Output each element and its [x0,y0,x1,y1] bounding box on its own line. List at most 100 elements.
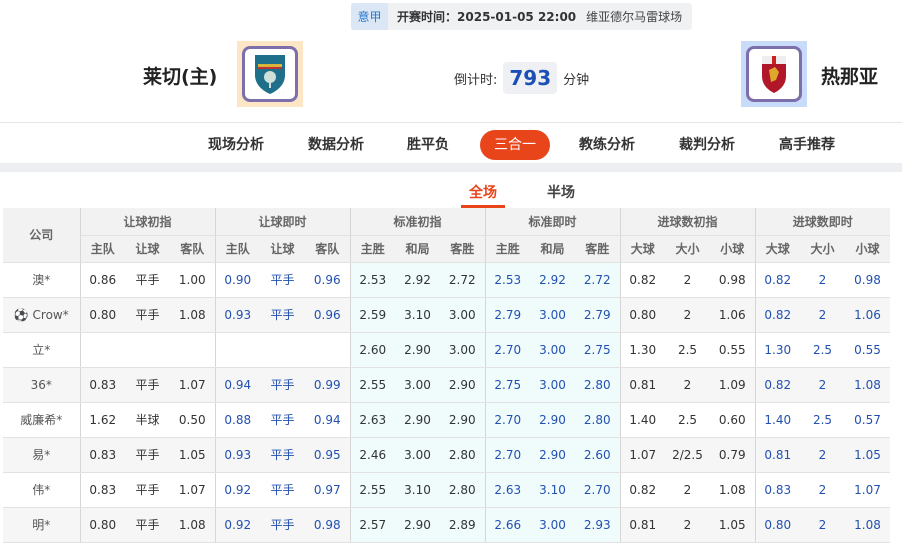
odds-cell: 1.07 [170,472,215,508]
odds-cell: 2.5 [800,402,845,438]
group-header: 进球数初指 [619,208,755,236]
kickoff-label: 开赛时间：2025-01-05 22:00 [397,10,577,24]
nav-data-analysis[interactable]: 数据分析 [308,137,364,153]
odds-cell: 3.00 [530,332,575,368]
table-row[interactable]: 澳* 0.86 平手 1.00 0.90 平手 0.96 2.53 2.92 2.72 2.53 2.… [3,262,890,298]
column-header: 小球 [845,235,890,263]
odds-cell: 2 [800,472,845,508]
table-row[interactable]: ⚽ Crow* 0.80 平手 1.08 0.93 平手 0.96 2.59 3.10 3.00 2… [3,297,890,333]
odds-cell: 2.70 [484,437,530,473]
table-row[interactable]: 威廉希* 1.62 半球 0.50 0.88 平手 0.94 2.63 2.90 2.90 2.70… [3,402,890,438]
odds-cell: 2.70 [484,402,530,438]
odds-cell: 1.40 [754,402,800,438]
odds-cell: 2 [665,367,710,403]
odds-cell [214,332,260,368]
odds-cell: 1.05 [710,507,755,543]
tab-half-time[interactable]: 半场 [547,185,575,201]
nav-three-in-one[interactable]: 三合一 [480,130,550,160]
nav-coach-analysis[interactable]: 教练分析 [579,137,635,153]
company-cell[interactable]: 易* [3,437,80,473]
odds-cell: 1.62 [79,402,125,438]
table-row[interactable]: 明* 0.80 平手 1.08 0.92 平手 0.98 2.57 2.90 2.89 2.66 3.… [3,507,890,543]
company-cell[interactable]: 36* [3,367,80,403]
odds-cell: 2.59 [349,297,395,333]
odds-cell: 平手 [260,262,305,298]
table-row[interactable]: 36* 0.83 平手 1.07 0.94 平手 0.99 2.55 3.00 2.90 2.75 3… [3,367,890,403]
countdown-value: 793 [503,62,558,94]
odds-cell: 0.55 [710,332,755,368]
nav-win-draw-loss[interactable]: 胜平负 [407,137,449,153]
section-divider [0,163,902,172]
odds-cell: 0.80 [754,507,800,543]
odds-cell: 2.72 [440,262,485,298]
genoa-crest-icon [762,56,786,93]
main-nav: 现场分析 数据分析 胜平负 三合一 教练分析 裁判分析 高手推荐 [0,122,902,163]
table-row[interactable]: 易* 0.83 平手 1.05 0.93 平手 0.95 2.46 3.00 2.80 2.70 2.… [3,437,890,473]
odds-cell: 平手 [125,367,170,403]
odds-cell: 3.00 [395,437,440,473]
away-team-name[interactable]: 热那亚 [821,66,879,88]
home-team-name[interactable]: 莱切(主) [143,66,218,88]
odds-cell: 2.53 [484,262,530,298]
group-header: 让球即时 [214,208,350,236]
odds-cell [260,332,305,368]
odds-cell: 平手 [125,297,170,333]
odds-cell: 0.90 [214,262,260,298]
nav-referee-analysis[interactable]: 裁判分析 [679,137,735,153]
company-cell[interactable]: 明* [3,507,80,543]
company-cell[interactable]: 立* [3,332,80,368]
odds-cell: 0.83 [79,367,125,403]
column-header: 大小 [665,235,710,263]
odds-cell: 平手 [260,437,305,473]
odds-cell: 0.80 [79,297,125,333]
odds-cell: 2.5 [665,332,710,368]
company-cell[interactable]: 澳* [3,262,80,298]
company-name: 明* [32,518,51,532]
nav-live-analysis[interactable]: 现场分析 [208,137,264,153]
venue: 维亚德尔马雷球场 [586,10,683,24]
company-name: 威廉希* [20,413,63,427]
odds-cell: 0.93 [214,297,260,333]
odds-cell: 2.75 [575,332,620,368]
odds-cell: 2.72 [575,262,620,298]
odds-cell: 2.5 [665,402,710,438]
odds-cell: 1.06 [845,297,890,333]
company-cell[interactable]: ⚽ Crow* [3,297,80,333]
odds-cell: 2.80 [575,367,620,403]
odds-cell: 半球 [125,402,170,438]
odds-cell: 0.83 [754,472,800,508]
odds-cell: 1.30 [619,332,665,368]
odds-table: 公司 让球初指 让球即时 标准初指 标准即时 进球数初指 进球数即时 主队 让球 客队 主队 让球客… [3,208,890,543]
odds-cell: 平手 [260,507,305,543]
column-header: 和局 [530,235,575,263]
countdown: 倒计时: 793 分钟 [454,62,589,94]
odds-cell: 1.08 [710,472,755,508]
league-badge[interactable]: 意甲 [351,3,388,30]
odds-cell: 2 [800,507,845,543]
home-team-logo[interactable] [237,41,303,107]
tab-full-time[interactable]: 全场 [469,185,497,201]
odds-cell: 0.81 [754,437,800,473]
company-name: 36* [30,377,52,392]
odds-cell [305,332,350,368]
away-team-logo[interactable] [741,41,807,107]
odds-cell: 3.10 [395,297,440,333]
odds-cell: 2.89 [440,507,485,543]
table-row[interactable]: 立* 2.60 2.90 3.00 2.70 3.00 2.75 1.30 2.5 0.55 1.3… [3,332,890,368]
company-cell[interactable]: 伟* [3,472,80,508]
odds-cell: 0.57 [845,402,890,438]
odds-cell: 2 [800,262,845,298]
nav-expert-picks[interactable]: 高手推荐 [779,137,835,153]
odds-cell: 0.82 [754,367,800,403]
odds-cell: 0.60 [710,402,755,438]
odds-cell: 2.90 [395,507,440,543]
odds-cell: 2.66 [484,507,530,543]
odds-cell: 2.93 [575,507,620,543]
company-cell[interactable]: 威廉希* [3,402,80,438]
odds-cell: 0.98 [305,507,350,543]
table-row[interactable]: 伟* 0.83 平手 1.07 0.92 平手 0.97 2.55 3.10 2.80 2.63 3.… [3,472,890,508]
odds-cell: 0.82 [619,262,665,298]
lecce-crest-icon [255,55,285,94]
odds-cell: 0.79 [710,437,755,473]
odds-cell: 2.79 [484,297,530,333]
